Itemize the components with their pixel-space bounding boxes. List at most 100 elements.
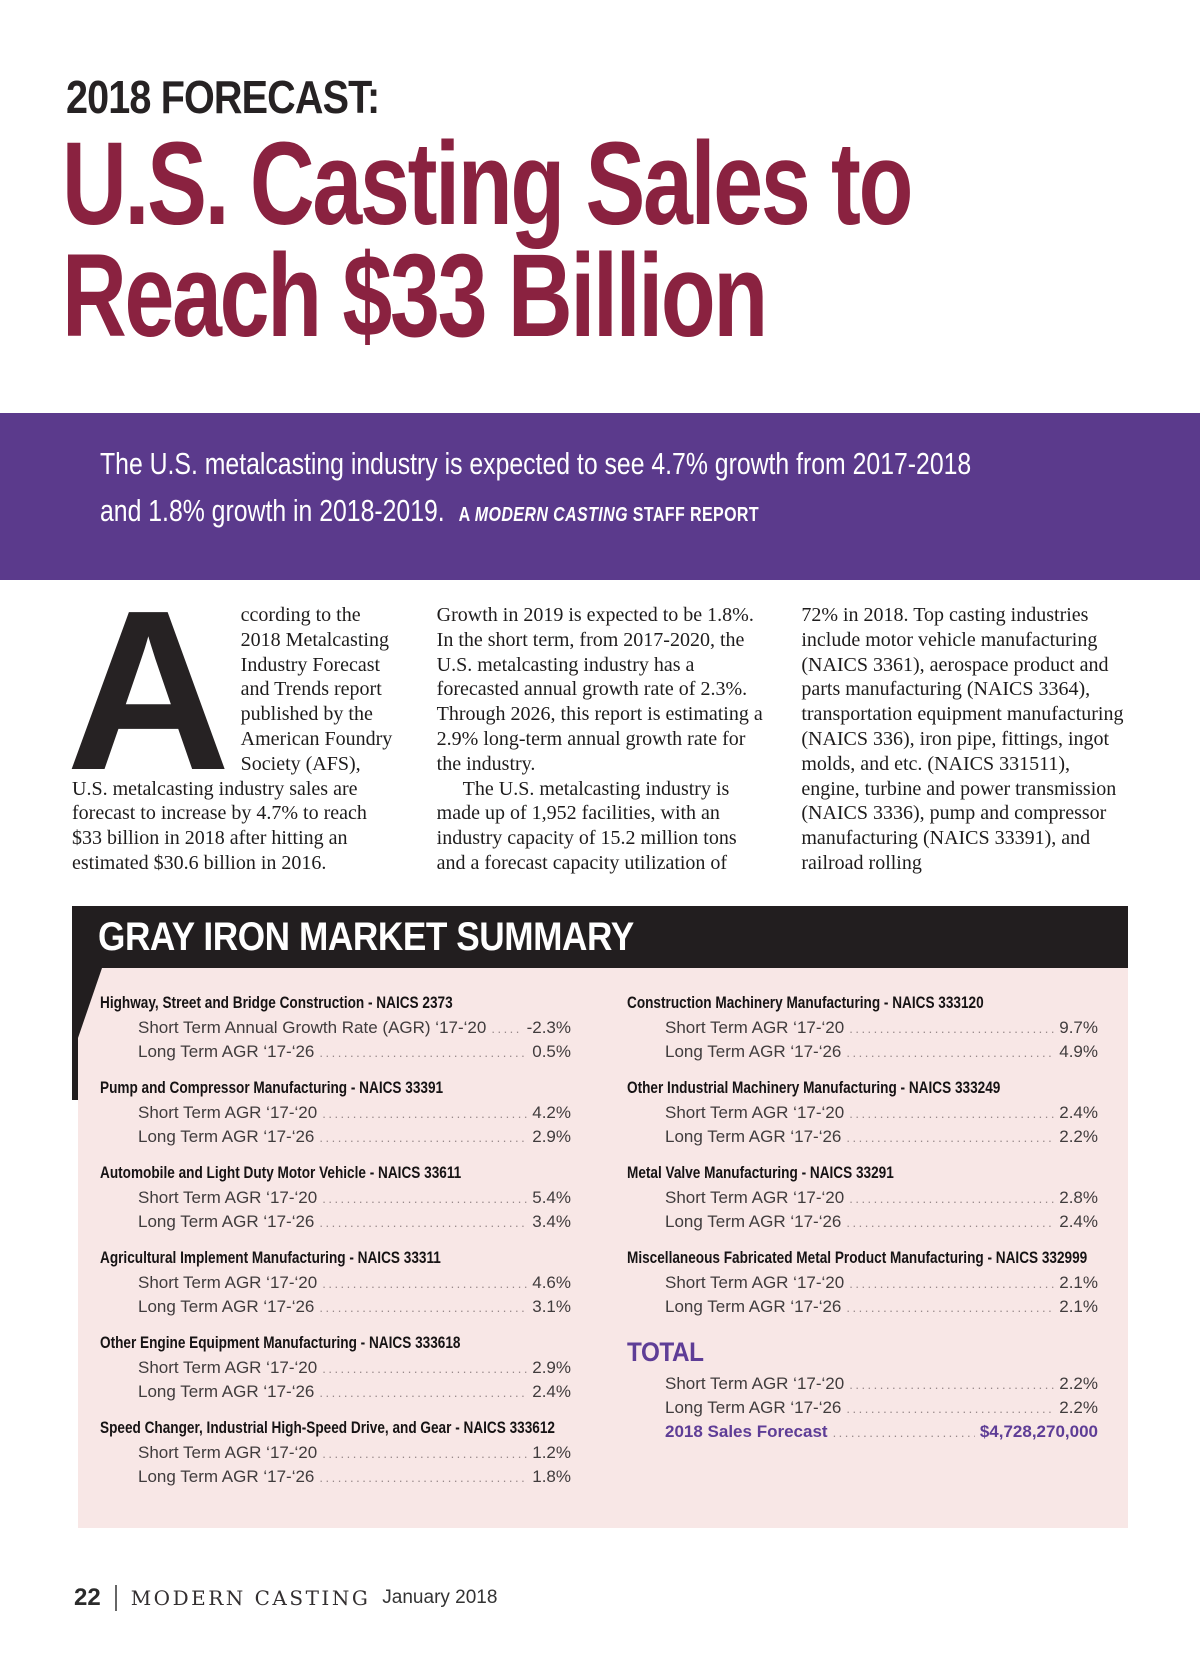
dot-leader: [849, 1017, 1054, 1040]
market-row: Short Term AGR ‘17-‘20 2.4%: [665, 1101, 1098, 1125]
summary-left-column: Highway, Street and Bridge Construction …: [100, 992, 571, 1528]
market-group: Pump and Compressor Manufacturing - NAIC…: [100, 1077, 571, 1149]
market-row-value: 4.9%: [1059, 1042, 1098, 1061]
market-row-label: Short Term AGR ‘17-‘20: [665, 1374, 845, 1393]
byline-prefix: A: [458, 504, 470, 527]
market-row-label: Long Term AGR ‘17-‘26: [138, 1467, 315, 1486]
market-row-value: 2.4%: [1059, 1212, 1098, 1231]
dot-leader: [849, 1373, 1054, 1396]
market-row-label: Short Term AGR ‘17-‘20: [665, 1273, 845, 1292]
market-row-value: 5.4%: [532, 1188, 571, 1207]
article-column-2: Growth in 2019 is expected to be 1.8%. I…: [437, 603, 764, 876]
article-paragraph: The U.S. metalcasting industry is made u…: [436, 777, 737, 874]
deck-text: The U.S. metalcasting industry is expect…: [100, 440, 1140, 534]
market-group: Highway, Street and Bridge Construction …: [100, 992, 571, 1064]
market-group-heading: Miscellaneous Fabricated Metal Product M…: [627, 1248, 1088, 1267]
market-row-value: 2.2%: [1059, 1374, 1098, 1393]
market-row-label: Long Term AGR ‘17-‘26: [138, 1382, 315, 1401]
market-row: Long Term AGR ‘17-‘26 2.4%: [138, 1380, 571, 1404]
market-row-label: Short Term AGR ‘17-‘20: [665, 1103, 845, 1122]
market-row-label: Short Term AGR ‘17-‘20: [665, 1018, 845, 1037]
dot-leader: [833, 1421, 975, 1444]
market-group-heading: Other Engine Equipment Manufacturing - N…: [100, 1333, 461, 1352]
dropcap: A: [66, 564, 231, 818]
total-heading: TOTAL: [627, 1337, 704, 1367]
market-row-value: 2.2%: [1059, 1127, 1098, 1146]
market-row-value: 3.4%: [532, 1212, 571, 1231]
market-row-value: 2.9%: [532, 1358, 571, 1377]
market-row: Long Term AGR ‘17-‘26 2.2%: [665, 1396, 1098, 1420]
dot-leader: [322, 1102, 527, 1125]
market-group: Metal Valve Manufacturing - NAICS 33291 S…: [627, 1162, 1098, 1234]
market-row-value: $4,728,270,000: [979, 1422, 1098, 1441]
dot-leader: [322, 1187, 527, 1210]
market-row: Short Term AGR ‘17-‘20 4.6%: [138, 1271, 571, 1295]
dot-leader: [322, 1442, 527, 1465]
total-section: TOTAL Short Term AGR ‘17-‘20 2.2% Long Term…: [627, 1337, 1098, 1444]
market-row-label: Long Term AGR ‘17-‘26: [138, 1297, 315, 1316]
deck-line-2: and 1.8% growth in 2018-2019.: [100, 493, 445, 529]
market-row-value: 2.4%: [1059, 1103, 1098, 1122]
market-row: 2018 Sales Forecast $4,728,270,000: [665, 1420, 1098, 1444]
dot-leader: [491, 1017, 521, 1040]
market-row-label: Long Term AGR ‘17-‘26: [665, 1297, 842, 1316]
market-row: Long Term AGR ‘17-‘26 1.8%: [138, 1465, 571, 1489]
market-row-value: 2.8%: [1059, 1188, 1098, 1207]
summary-panel: Highway, Street and Bridge Construction …: [78, 968, 1128, 1528]
market-row-label: 2018 Sales Forecast: [665, 1422, 828, 1441]
market-row-value: 2.4%: [532, 1382, 571, 1401]
market-row: Short Term AGR ‘17-‘20 2.8%: [665, 1186, 1098, 1210]
dot-leader: [319, 1126, 527, 1149]
market-row-value: 2.1%: [1059, 1297, 1098, 1316]
market-row: Short Term AGR ‘17-‘20 2.1%: [665, 1271, 1098, 1295]
market-row-label: Long Term AGR ‘17-‘26: [665, 1042, 842, 1061]
article-column-3: 72% in 2018. Top casting industries incl…: [801, 603, 1128, 876]
market-group: Construction Machinery Manufacturing - N…: [627, 992, 1098, 1064]
market-row: Long Term AGR ‘17-‘26 4.9%: [665, 1040, 1098, 1064]
footer-divider: [114, 1585, 117, 1611]
headline-line-1: U.S. Casting Sales to: [62, 118, 913, 250]
market-group-heading: Speed Changer, Industrial High-Speed Dri…: [100, 1418, 555, 1437]
kicker: 2018 FORECAST:: [66, 71, 380, 123]
market-group-heading: Automobile and Light Duty Motor Vehicle …: [100, 1163, 462, 1182]
dot-leader: [849, 1187, 1054, 1210]
market-row: Short Term AGR ‘17-‘20 2.9%: [138, 1356, 571, 1380]
market-row-value: 4.2%: [532, 1103, 571, 1122]
market-row-label: Short Term AGR ‘17-‘20: [138, 1103, 318, 1122]
dot-leader: [322, 1357, 527, 1380]
market-row-value: 3.1%: [532, 1297, 571, 1316]
market-row-value: 0.5%: [532, 1042, 571, 1061]
market-group: Automobile and Light Duty Motor Vehicle …: [100, 1162, 571, 1234]
market-group: Agricultural Implement Manufacturing - N…: [100, 1247, 571, 1319]
dot-leader: [319, 1381, 527, 1404]
article-paragraph: 72% in 2018. Top casting industries incl…: [801, 604, 1124, 874]
market-row: Long Term AGR ‘17-‘26 2.2%: [665, 1125, 1098, 1149]
market-row: Short Term AGR ‘17-‘20 4.2%: [138, 1101, 571, 1125]
market-row-value: 2.1%: [1059, 1273, 1098, 1292]
market-row-label: Long Term AGR ‘17-‘26: [665, 1212, 842, 1231]
market-row: Long Term AGR ‘17-‘26 3.1%: [138, 1295, 571, 1319]
dot-leader: [849, 1102, 1054, 1125]
summary-right-column: Construction Machinery Manufacturing - N…: [627, 992, 1098, 1528]
market-row: Long Term AGR ‘17-‘26 0.5%: [138, 1040, 571, 1064]
market-row: Short Term AGR ‘17-‘20 2.2%: [665, 1372, 1098, 1396]
magazine-name: MODERN CASTING: [130, 1586, 371, 1610]
market-row: Short Term Annual Growth Rate (AGR) ‘17-…: [138, 1016, 571, 1040]
gray-iron-market-summary: GRAY IRON MARKET SUMMARY Highway, Street…: [72, 906, 1128, 1528]
byline: A MODERN CASTING STAFF REPORT: [454, 504, 759, 526]
market-row-label: Long Term AGR ‘17-‘26: [138, 1127, 315, 1146]
dot-leader: [849, 1272, 1054, 1295]
issue-date: January 2018: [382, 1587, 498, 1608]
market-row-label: Long Term AGR ‘17-‘26: [665, 1127, 842, 1146]
market-row-value: 1.8%: [532, 1467, 571, 1486]
market-group: Speed Changer, Industrial High-Speed Dri…: [100, 1417, 571, 1489]
market-row-label: Short Term AGR ‘17-‘20: [138, 1358, 318, 1377]
summary-title: GRAY IRON MARKET SUMMARY: [98, 914, 634, 959]
market-group: Other Engine Equipment Manufacturing - N…: [100, 1332, 571, 1404]
market-row-label: Short Term AGR ‘17-‘20: [138, 1188, 318, 1207]
dot-leader: [319, 1041, 527, 1064]
